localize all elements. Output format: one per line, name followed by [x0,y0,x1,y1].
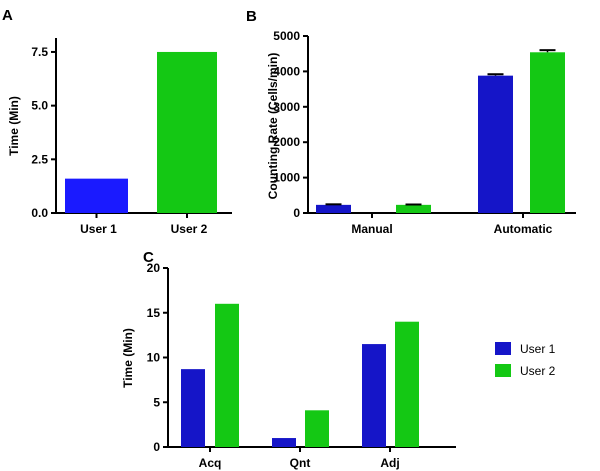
panel-b-category-label: Manual [351,222,392,236]
panel-a-y-tick-label: 5.0 [31,99,48,113]
legend-label-user1: User 1 [520,342,556,356]
panel-c-y-tick-label: 15 [147,306,161,320]
panel-b-bar-user1 [478,75,513,213]
panel-c-category-label: Qnt [290,456,311,470]
panel-b-y-axis-title: Counting Rate (Cells/min) [266,53,280,200]
panel-c-y-tick-label: 10 [147,351,161,365]
panel-b-letter: B [246,8,257,25]
panel-c-letter: C [143,249,154,266]
panel-a-category-label: User 2 [171,222,208,236]
panel-b-bar-user1 [316,204,351,213]
panel-b-bar-user2 [530,52,565,214]
panel-b-y-tick-label: 0 [293,206,300,220]
panel-b-y-tick-label: 3000 [273,100,300,114]
panel-c-bar-user1 [362,344,386,447]
panel-c-bar-user1 [272,438,296,447]
panel-a-y-tick-label: 2.5 [31,152,48,166]
legend-label-user2: User 2 [520,364,556,378]
panel-c-bar-user1 [181,369,205,447]
panel-a-bar [157,51,217,213]
panel-c-y-axis-title: Time (Min) [121,328,135,388]
panel-c-bar-user2 [305,410,329,447]
panel-a-letter: A [2,7,13,24]
panel-b-y-tick-label: 1000 [273,171,300,185]
panel-c-y-tick-label: 20 [147,261,161,275]
legend-swatch-user2 [495,364,511,377]
panel-c-category-label: Adj [380,456,399,470]
panel-a-y-tick-label: 7.5 [31,45,48,59]
panel-c-category-label: Acq [199,456,222,470]
panel-b-y-tick-label: 2000 [273,135,300,149]
panel-b-y-tick-label: 5000 [273,29,300,43]
panel-c-bar-user2 [215,303,239,447]
panel-c-y-tick-label: 5 [153,395,160,409]
panel-c-y-tick-label: 0 [153,440,160,454]
panel-a-bar [65,178,128,213]
panel-b-bar-user2 [396,204,431,213]
panel-a-y-axis-title: Time (Min) [7,96,21,156]
panel-b-category-label: Automatic [494,222,553,236]
panel-b-y-tick-label: 4000 [273,64,300,78]
panel-a-category-label: User 1 [80,222,117,236]
panel-c-bar-user2 [395,321,419,447]
legend-swatch-user1 [495,342,511,355]
panel-a-y-tick-label: 0.0 [31,206,48,220]
